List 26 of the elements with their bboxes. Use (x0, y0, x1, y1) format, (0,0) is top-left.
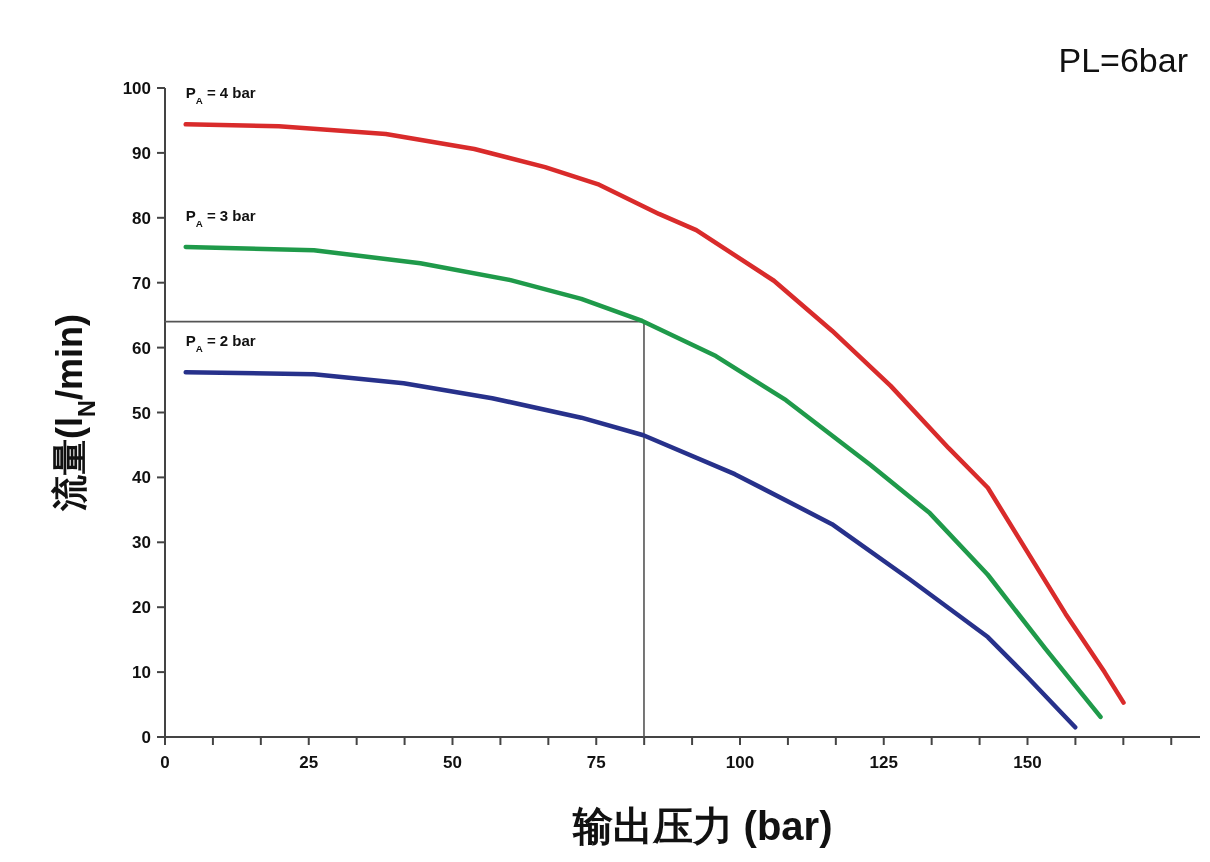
x-axis-title: 输出压力 (bar) (571, 804, 833, 848)
series-label: P$_{A}$ = 3 bar (185, 207, 256, 229)
y-tick-label: 60 (132, 338, 151, 358)
y-tick-label: 20 (132, 598, 151, 618)
y-tick-label: 90 (132, 143, 151, 163)
y-tick-label: 100 (122, 79, 151, 98)
y-tick-label: 80 (132, 208, 151, 228)
chart-title: PL=6bar (1058, 41, 1188, 79)
y-tick-label: 0 (141, 728, 151, 747)
y-tick-label: 10 (132, 663, 151, 683)
series-label: P$_{A}$ = 2 bar (185, 332, 256, 354)
y-tick-label: 30 (132, 533, 151, 553)
x-tick-label: 0 (160, 753, 170, 772)
x-tick-label: 150 (1013, 753, 1042, 772)
line-series (183, 370, 1078, 730)
x-tick-label: 25 (299, 753, 319, 772)
y-tick-label: 50 (132, 403, 151, 423)
x-tick-label: 50 (443, 753, 462, 772)
series-label: P$_{A}$ = 4 bar (185, 84, 256, 106)
y-tick-label: 40 (132, 468, 151, 488)
x-tick-label: 125 (869, 753, 898, 772)
x-tick-label: 75 (586, 753, 606, 772)
line-series (183, 122, 1126, 705)
line-series (183, 244, 1103, 720)
x-tick-label: 100 (725, 753, 755, 772)
y-tick-label: 70 (132, 273, 151, 293)
